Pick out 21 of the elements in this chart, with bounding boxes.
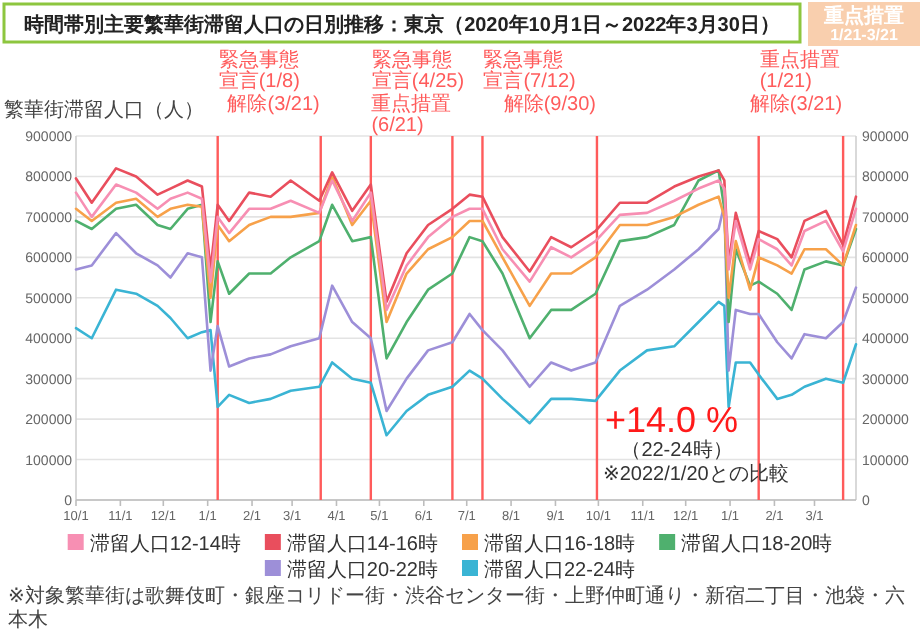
y-axis-title: 繁華街滞留人口（人） — [4, 98, 204, 122]
ref-line-label: 重点措置(1/21) — [759, 48, 840, 93]
ref-line-label: 緊急事態宣言(7/12) — [483, 48, 576, 93]
ref-line-label: 解除(3/21) — [227, 92, 320, 116]
ref-line-label: 重点措置(6/21) — [371, 92, 452, 137]
legend-label: 滞留人口22-24時 — [484, 558, 636, 582]
ref-line-label: 緊急事態宣言(4/25) — [371, 48, 465, 93]
legend-label: 滞留人口14-16時 — [286, 532, 438, 556]
legend-label: 滞留人口20-22時 — [286, 558, 438, 582]
ref-line-label: 解除(9/30) — [503, 92, 596, 116]
text: ※対象繁華街は歌舞伎町・銀座コリドー街・渋谷センター街・上野仲町通り・新宿二丁目・池袋・六本木 — [8, 584, 905, 632]
chart-title: 時間帯別主要繁華街滞留人口の日別推移：東京（2020年10月1日～2022年3月30日） — [24, 13, 780, 37]
ref-line-label: 解除(3/21) — [749, 92, 843, 116]
annotation: （22-24時） — [621, 438, 733, 462]
legend-label: 滞留人口18-20時 — [681, 532, 833, 556]
legend-label: 滞留人口12-14時 — [89, 532, 241, 556]
annotation: +14.0 % — [604, 400, 739, 440]
text: 重点措置 1/21-3/21 — [822, 4, 904, 44]
legend-label: 滞留人口16-18時 — [484, 532, 636, 556]
title: 時間帯別主要繁華街滞留人口の日別推移：東京（2020年10月1日～2022年3月30日） — [2, 2, 802, 44]
ref-line-label: 緊急事態宣言(1/8) — [218, 48, 300, 93]
